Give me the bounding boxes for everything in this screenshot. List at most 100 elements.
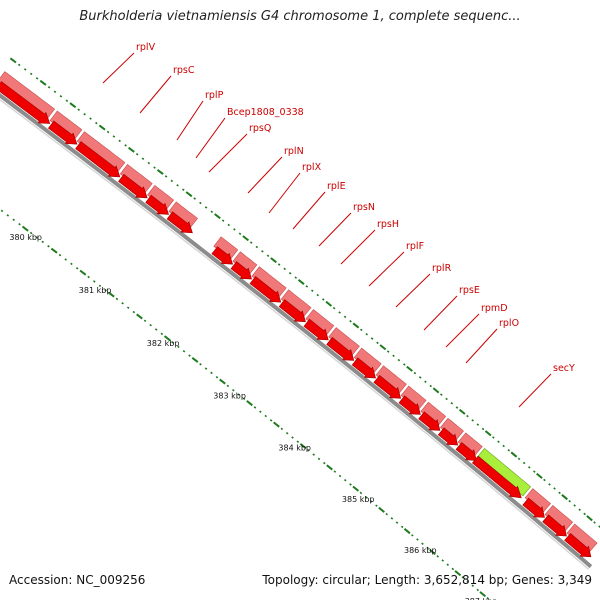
- inner-track-tick-46: [277, 263, 281, 266]
- gene-label-rpsE: rpsE: [459, 285, 480, 296]
- gene-leader-line-rplN: [247, 156, 283, 194]
- gene-label-rplN: rplN: [284, 146, 304, 157]
- inner-track-tick-28: [176, 184, 179, 187]
- inner-track-tick-85: [484, 430, 492, 437]
- gene-leader-line-Bcep1808_0338: [195, 117, 226, 159]
- outer-track-tick-48: [210, 371, 213, 375]
- outer-track-tick-93: [446, 563, 450, 567]
- outer-track-tick-64: [296, 440, 300, 444]
- inner-track-tick-54: [321, 298, 325, 301]
- inner-track-tick-95: [536, 472, 543, 479]
- gene-arrow-16: [437, 427, 459, 446]
- inner-track-tick-86: [492, 436, 495, 439]
- inner-track-tick-57: [338, 311, 341, 314]
- scale-label-380: 380 kbp: [9, 233, 42, 242]
- inner-track-tick-53: [316, 293, 319, 297]
- outer-track-tick-58: [264, 414, 268, 418]
- inner-track-tick-7: [53, 90, 57, 94]
- inner-track-tick-15: [98, 124, 106, 131]
- outer-track-tick-94: [451, 567, 455, 571]
- inner-track-tick-22: [141, 157, 145, 160]
- gene-arrow-12: [351, 357, 377, 379]
- inner-track-tick-96: [543, 478, 546, 482]
- outer-track-tick-99: [476, 588, 480, 592]
- outer-track-tick-72: [338, 474, 342, 478]
- outer-track-tick-85: [403, 528, 411, 535]
- inner-track-tick-18: [118, 139, 121, 143]
- inner-track-tick-78: [450, 401, 454, 405]
- scale-label-382: 382 kbp: [147, 339, 180, 348]
- outer-track-tick-79: [375, 504, 378, 507]
- outer-track-tick-19: [47, 245, 50, 248]
- inner-track-tick-17: [112, 135, 116, 138]
- outer-track-tick-78: [369, 500, 373, 503]
- inner-track-tick-5: [39, 79, 47, 86]
- outer-track-tick-90: [429, 549, 436, 556]
- inner-track-tick-70: [406, 365, 413, 372]
- outer-track-tick-59: [269, 419, 273, 422]
- outer-track-tick-68: [317, 457, 321, 461]
- inner-track-tick-76: [439, 393, 443, 396]
- inner-track-tick-12: [83, 112, 86, 116]
- outer-track-tick-87: [416, 538, 419, 541]
- scale-label-381: 381 kbp: [79, 286, 112, 295]
- backbone-shadow-line: [0, 98, 590, 570]
- inner-track-tick-60: [352, 322, 360, 329]
- gene-arrow-14: [398, 395, 421, 415]
- gene-leader-line-rpsE: [423, 295, 458, 331]
- inner-track-tick-8: [59, 95, 63, 98]
- inner-track-tick-80: [458, 408, 466, 415]
- inner-track-tick-34: [210, 210, 214, 214]
- outer-track-tick-88: [421, 542, 424, 546]
- outer-track-tick-12: [6, 214, 10, 217]
- inner-track-tick-101: [568, 499, 571, 503]
- outer-track-tick-82: [390, 517, 394, 520]
- outer-track-tick-23: [70, 262, 73, 266]
- gene-label-Bcep1808_0338: Bcep1808_0338: [227, 107, 304, 118]
- outer-track-tick-17: [35, 236, 39, 239]
- inner-track-tick-73: [424, 380, 427, 384]
- inner-track-tick-49: [294, 276, 297, 279]
- outer-track-tick-20: [50, 247, 58, 254]
- scale-label-383: 383 kbp: [213, 391, 246, 400]
- outer-track-tick-46: [199, 362, 202, 366]
- gene-arrow-2: [75, 141, 121, 178]
- inner-track-tick-94: [533, 470, 536, 473]
- inner-track-tick-24: [153, 166, 156, 169]
- gene-label-rplR: rplR: [432, 263, 452, 274]
- inner-track-tick-32: [199, 201, 202, 205]
- inner-track-tick-52: [311, 289, 314, 292]
- inner-track-tick-63: [370, 337, 374, 340]
- outer-track-tick-45: [191, 357, 199, 363]
- gene-arrow-13: [373, 374, 402, 399]
- inner-track-tick-13: [89, 117, 92, 120]
- gene-leader-line-rpsQ: [208, 133, 248, 173]
- outer-track-tick-11: [0, 209, 4, 213]
- inner-track-tick-3: [29, 72, 33, 76]
- inner-track-tick-51: [305, 285, 309, 288]
- gene-arrow-secy: [471, 455, 522, 499]
- outer-track-tick-74: [349, 483, 352, 486]
- gene-arrow-4: [145, 194, 170, 215]
- gene-label-rpsH: rpsH: [377, 219, 399, 230]
- outer-track-tick-38: [154, 328, 158, 331]
- gene-label-rplO: rplO: [499, 318, 519, 329]
- outer-track-tick-27: [92, 280, 96, 283]
- inner-track-tick-61: [359, 328, 363, 332]
- gene-label-rpsC: rpsC: [173, 65, 195, 76]
- outer-track-tick-15: [21, 225, 29, 232]
- inner-track-tick-84: [481, 427, 485, 431]
- outer-track-tick-18: [41, 240, 44, 244]
- inner-track-tick-45: [270, 257, 277, 264]
- inner-track-tick-9: [65, 99, 69, 103]
- inner-track-tick-31: [193, 197, 197, 200]
- inner-track-tick-36: [221, 219, 225, 222]
- gene-arrow-10: [303, 318, 329, 341]
- outer-track-tick-98: [471, 584, 475, 588]
- inner-track-tick-72: [418, 376, 422, 379]
- inner-track-tick-55: [325, 300, 333, 307]
- outer-track-tick-34: [132, 310, 136, 314]
- gene-leader-line-rpmD: [445, 313, 480, 348]
- outer-track-tick-71: [333, 470, 337, 473]
- inner-track-tick-56: [332, 306, 336, 310]
